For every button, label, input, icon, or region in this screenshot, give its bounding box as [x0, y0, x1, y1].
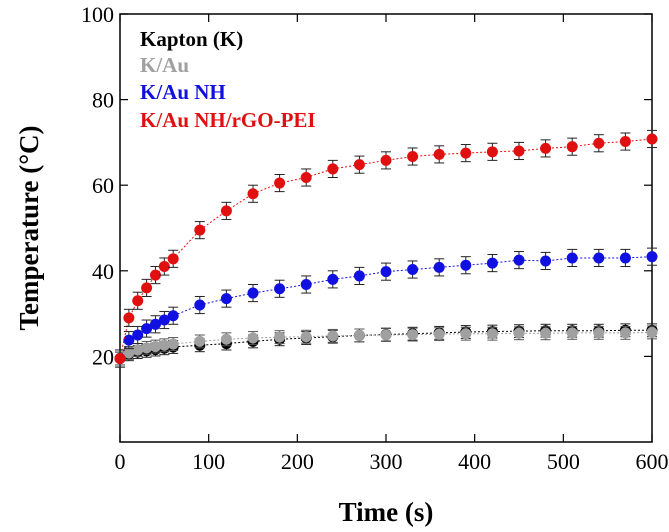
data-point: [274, 283, 286, 295]
x-tick-label: 400: [458, 449, 491, 474]
data-point: [540, 142, 552, 154]
data-point: [247, 188, 259, 200]
data-point: [486, 146, 498, 158]
data-point: [149, 269, 161, 281]
data-point: [460, 147, 472, 159]
data-point: [327, 273, 339, 285]
legend-entry-kapton: Kapton (K): [140, 27, 243, 51]
data-point: [433, 328, 445, 340]
data-point: [220, 293, 232, 305]
data-point: [646, 326, 658, 338]
y-tick-label: 60: [92, 173, 114, 198]
data-point: [513, 327, 525, 339]
data-point: [513, 254, 525, 266]
legend-entry-k-au-nh-rgo-pei: K/Au NH/rGO-PEI: [140, 108, 316, 132]
series-1: [114, 325, 658, 366]
data-point: [460, 328, 472, 340]
data-point: [433, 148, 445, 160]
data-point: [540, 327, 552, 339]
data-point: [167, 338, 179, 350]
data-point: [619, 136, 631, 148]
data-point: [194, 335, 206, 347]
data-point: [194, 299, 206, 311]
data-point: [300, 171, 312, 183]
data-point: [123, 347, 135, 359]
data-point: [646, 251, 658, 263]
x-tick-label: 200: [281, 449, 314, 474]
y-tick-label: 100: [81, 2, 114, 27]
data-point: [132, 329, 144, 341]
data-point: [486, 257, 498, 269]
data-point: [460, 259, 472, 271]
data-point: [353, 270, 365, 282]
data-point: [158, 339, 170, 351]
legend-entry-k-au-nh: K/Au NH: [140, 80, 226, 104]
data-point: [540, 255, 552, 267]
data-point: [141, 342, 153, 354]
data-point: [274, 177, 286, 189]
data-point: [380, 266, 392, 278]
data-point: [149, 318, 161, 330]
x-tick-label: 100: [192, 449, 225, 474]
data-point: [327, 330, 339, 342]
x-tick-label: 500: [547, 449, 580, 474]
data-point: [141, 282, 153, 294]
data-point: [167, 310, 179, 322]
y-tick-label: 40: [92, 259, 114, 284]
data-point: [380, 329, 392, 341]
legend-entry-k-au: K/Au: [140, 53, 189, 77]
axis-ticks: 0 100 200 300 400 500 600 20 40 60 80 100: [81, 2, 669, 474]
data-point: [132, 344, 144, 356]
data-point: [407, 151, 419, 163]
y-tick-label: 80: [92, 88, 114, 113]
data-point: [353, 159, 365, 171]
data-point: [566, 327, 578, 339]
data-point: [513, 145, 525, 157]
data-point: [433, 261, 445, 273]
data-point: [194, 224, 206, 236]
data-point: [123, 334, 135, 346]
data-point: [593, 327, 605, 339]
data-point: [300, 278, 312, 290]
legend: Kapton (K) K/Au K/Au NH K/Au NH/rGO-PEI: [140, 27, 316, 132]
data-point: [158, 261, 170, 273]
series-2: [114, 247, 658, 368]
data-point: [407, 264, 419, 276]
data-point: [141, 323, 153, 335]
data-point: [566, 141, 578, 153]
data-point: [566, 252, 578, 264]
data-point: [380, 154, 392, 166]
data-point: [593, 252, 605, 264]
data-point: [220, 333, 232, 345]
data-point: [646, 133, 658, 145]
data-point: [327, 163, 339, 175]
x-axis-title: Time (s): [339, 497, 434, 527]
data-point: [593, 137, 605, 149]
data-point: [167, 253, 179, 265]
data-point: [619, 327, 631, 339]
data-point: [123, 312, 135, 324]
y-tick-label: 20: [92, 344, 114, 369]
data-point: [247, 332, 259, 344]
data-point: [149, 341, 161, 353]
y-axis-title: Temperature (°C): [14, 125, 44, 330]
x-tick-label: 300: [370, 449, 403, 474]
x-tick-label: 600: [636, 449, 669, 474]
data-point: [274, 331, 286, 343]
data-point: [300, 331, 312, 343]
data-point: [247, 287, 259, 299]
series-3: [114, 129, 658, 368]
data-point: [353, 329, 365, 341]
x-tick-label: 0: [115, 449, 126, 474]
data-point: [114, 353, 126, 365]
data-point: [486, 328, 498, 340]
series-layer: [114, 129, 658, 368]
data-point: [158, 314, 170, 326]
data-point: [220, 205, 232, 217]
data-point: [407, 329, 419, 341]
data-point: [132, 295, 144, 307]
data-point: [619, 252, 631, 264]
